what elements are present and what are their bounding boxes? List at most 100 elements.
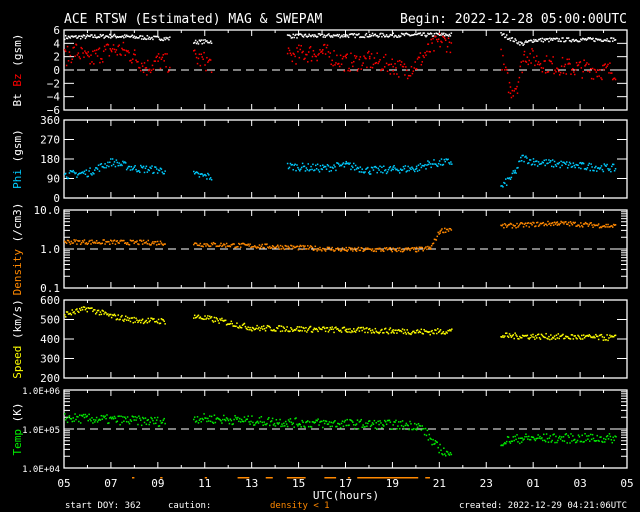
data-point — [85, 36, 88, 38]
data-point — [412, 34, 414, 36]
data-point — [64, 38, 66, 41]
data-point — [209, 420, 212, 423]
data-point — [374, 427, 377, 429]
data-point — [318, 248, 320, 251]
data-point — [549, 161, 551, 164]
data-point — [83, 34, 86, 37]
data-point — [67, 239, 70, 242]
data-point — [376, 247, 378, 250]
data-point — [402, 425, 405, 428]
data-point — [546, 38, 548, 41]
caution-marker — [160, 477, 163, 479]
data-point — [112, 44, 115, 46]
data-point — [196, 41, 199, 43]
data-point — [283, 422, 285, 425]
data-point — [71, 35, 74, 37]
data-point — [247, 415, 249, 417]
data-point — [602, 170, 605, 173]
data-point — [379, 247, 381, 250]
data-point — [290, 327, 292, 329]
y-tick-label: 0 — [53, 64, 60, 77]
data-point — [75, 418, 77, 421]
data-point — [245, 244, 248, 246]
data-point — [416, 247, 419, 250]
data-point — [70, 170, 73, 173]
data-point — [568, 436, 570, 439]
data-point — [368, 171, 370, 174]
data-point — [507, 91, 510, 94]
data-point — [148, 68, 151, 71]
data-point — [141, 35, 144, 37]
data-point — [137, 321, 139, 324]
data-point — [583, 223, 586, 225]
data-point — [610, 37, 612, 39]
data-point — [371, 66, 374, 69]
data-point — [406, 69, 408, 72]
data-point — [242, 420, 245, 423]
y-axis-label: Temp (K) — [11, 403, 24, 456]
data-point — [207, 41, 209, 44]
data-point — [363, 328, 365, 330]
data-point — [294, 246, 297, 249]
data-point — [546, 437, 549, 440]
data-point — [277, 244, 279, 247]
data-point — [557, 68, 559, 70]
data-point — [313, 422, 316, 424]
data-point — [555, 221, 558, 224]
data-point — [279, 418, 281, 421]
data-point — [363, 36, 366, 39]
data-point — [274, 330, 276, 332]
data-point — [425, 434, 428, 437]
data-point — [293, 246, 296, 249]
data-point — [194, 39, 197, 42]
data-point — [315, 164, 317, 167]
data-point — [604, 63, 606, 65]
data-point — [394, 421, 396, 423]
data-point — [118, 162, 120, 164]
data-point — [332, 422, 334, 424]
data-point — [412, 428, 414, 431]
data-point — [521, 71, 523, 74]
data-point — [288, 34, 291, 36]
data-point — [312, 34, 314, 36]
data-point — [149, 166, 151, 169]
data-point — [143, 421, 146, 424]
data-point — [525, 335, 528, 337]
data-point — [435, 329, 437, 332]
data-point — [300, 426, 302, 428]
data-point — [99, 242, 102, 245]
data-point — [387, 36, 390, 38]
data-point — [196, 62, 199, 65]
data-point — [324, 330, 327, 333]
data-point — [65, 417, 68, 419]
data-point — [350, 168, 352, 171]
data-point — [336, 328, 338, 330]
data-point — [368, 420, 370, 423]
data-point — [131, 34, 134, 37]
data-point — [204, 417, 206, 419]
data-point — [533, 56, 535, 59]
data-point — [522, 154, 524, 157]
data-point — [518, 76, 521, 79]
data-point — [315, 167, 318, 170]
data-point — [307, 248, 310, 250]
data-point — [107, 35, 109, 38]
data-point — [423, 56, 425, 59]
data-point — [308, 33, 310, 36]
data-point — [558, 38, 561, 40]
data-point — [429, 246, 431, 249]
data-point — [328, 170, 331, 173]
data-point — [80, 171, 83, 174]
data-point — [390, 34, 393, 36]
data-point — [66, 37, 69, 40]
data-point — [582, 38, 585, 40]
data-point — [208, 415, 211, 417]
data-point — [544, 440, 547, 443]
data-point — [345, 249, 347, 252]
data-point — [204, 315, 206, 317]
data-point — [408, 428, 410, 431]
data-point — [599, 38, 602, 41]
data-point — [100, 163, 103, 165]
data-point — [218, 322, 220, 324]
